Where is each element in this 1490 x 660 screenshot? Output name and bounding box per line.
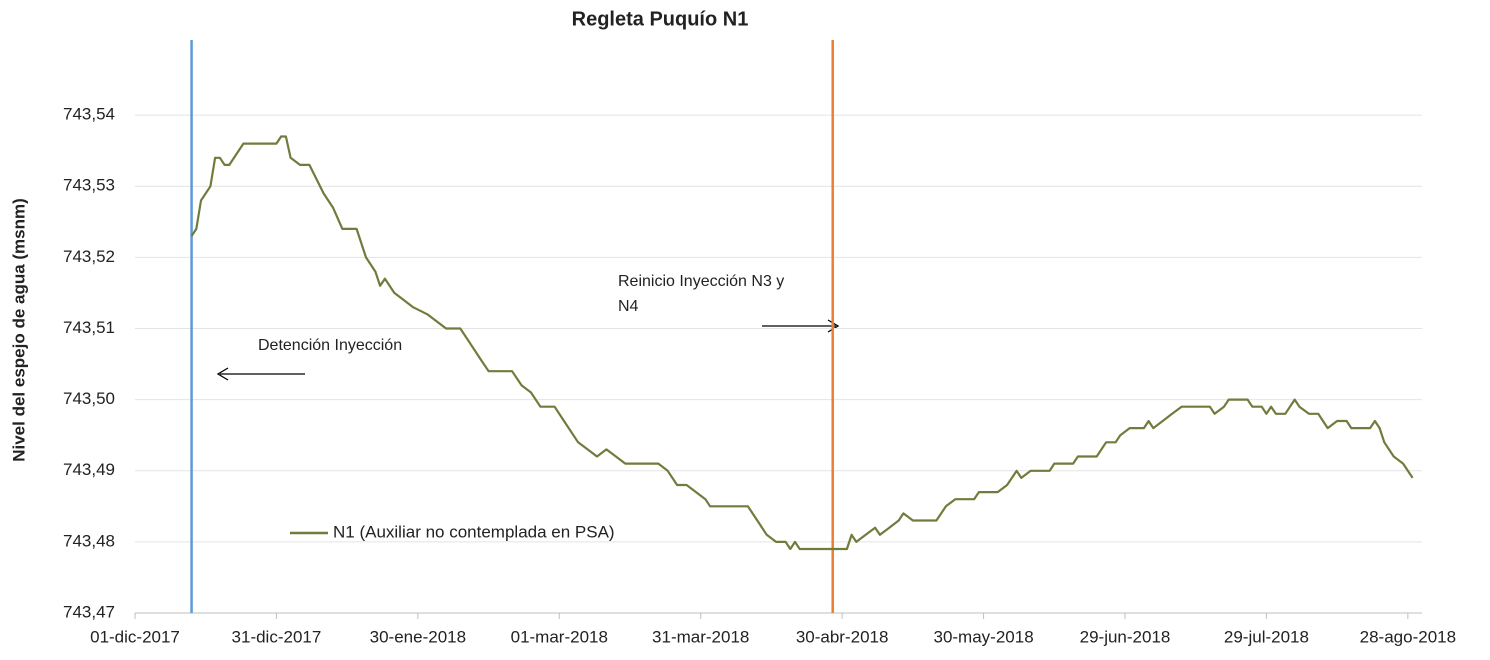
x-tick-label: 29-jun-2018 (1080, 627, 1171, 646)
y-tick-label: 743,52 (63, 247, 115, 266)
y-tick-label: 743,50 (63, 389, 115, 408)
x-tick-label: 31-dic-2017 (232, 627, 322, 646)
x-tick-label: 01-dic-2017 (90, 627, 180, 646)
annotation: Reinicio Inyección N3 y (618, 273, 784, 290)
data-line (190, 135, 1414, 551)
x-tick-label: 31-mar-2018 (652, 627, 749, 646)
annotation-arrow-head (216, 367, 229, 381)
legend-label: N1 (Auxiliar no contemplada en PSA) (333, 522, 615, 541)
y-tick-label: 743,49 (63, 460, 115, 479)
annotation: N4 (618, 298, 639, 315)
y-tick-label: 743,51 (63, 318, 115, 337)
x-tick-label: 30-abr-2018 (796, 627, 889, 646)
x-tick-label: 30-ene-2018 (370, 627, 466, 646)
x-tick-label: 01-mar-2018 (511, 627, 608, 646)
y-tick-label: 743,48 (63, 531, 115, 550)
chart-title: Regleta Puquío N1 (572, 8, 749, 30)
y-tick-label: 743,54 (63, 105, 115, 124)
x-tick-label: 29-jul-2018 (1224, 627, 1309, 646)
y-tick-label: 743,47 (63, 602, 115, 621)
y-axis-title: Nivel del espejo de agua (msnm) (9, 198, 28, 462)
x-tick-label: 28-ago-2018 (1360, 627, 1456, 646)
y-tick-label: 743,53 (63, 176, 115, 195)
annotation-arrow-head (827, 319, 840, 333)
annotation: Detención Inyección (258, 337, 402, 354)
x-tick-label: 30-may-2018 (933, 627, 1033, 646)
